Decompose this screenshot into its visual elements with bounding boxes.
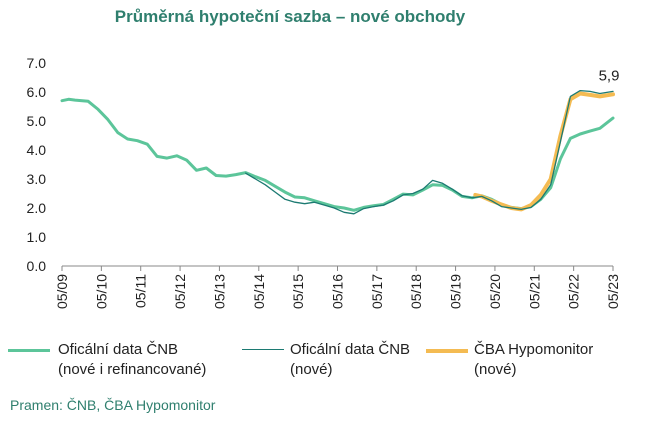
x-tick-labels: 05/09 05/10 05/11 05/12 05/13 05/14 05/15 05/16… — [54, 274, 621, 309]
y-tick-label: 0.0 — [27, 258, 47, 274]
chart-title: Průměrná hypoteční sazba – nové obchody — [114, 7, 466, 26]
last-value-annotation: 5,9 — [599, 67, 620, 84]
x-tick-label: 05/11 — [133, 274, 149, 308]
legend-swatch — [8, 349, 50, 352]
y-tick-label: 5.0 — [27, 113, 47, 129]
legend-label: (nové i refinancované) — [58, 361, 207, 378]
y-tick-label: 2.0 — [27, 200, 47, 216]
x-tick-label: 05/09 — [54, 274, 70, 309]
x-tick-label: 05/22 — [566, 274, 582, 309]
y-tick-label: 3.0 — [27, 171, 47, 187]
series-line-0 — [60, 97, 615, 212]
legend-label: (nové) — [474, 361, 517, 378]
x-tick-label: 05/10 — [93, 274, 109, 309]
legend-swatch — [426, 349, 468, 353]
series-line-2 — [473, 91, 615, 212]
y-tick-label: 6.0 — [27, 84, 47, 100]
x-tick-label: 05/20 — [487, 274, 503, 309]
x-tick-label: 05/12 — [172, 274, 188, 309]
legend-label: (nové) — [290, 361, 333, 378]
x-tick-label: 05/15 — [290, 274, 306, 309]
y-tick-label: 4.0 — [27, 142, 47, 158]
x-tick-label: 05/17 — [369, 274, 385, 309]
x-tick-label: 05/14 — [251, 274, 267, 309]
line-chart: 0.0 1.0 2.0 3.0 4.0 5.0 6.0 7.0 05/09 05/10 05/11… — [27, 55, 621, 309]
y-tick-label: 1.0 — [27, 229, 47, 245]
axes — [61, 265, 614, 271]
x-tick-label: 05/19 — [448, 274, 464, 309]
x-tick-label: 05/23 — [605, 274, 621, 309]
series-lines — [60, 89, 615, 215]
y-tick-label: 7.0 — [27, 55, 47, 71]
source-note: Pramen: ČNB, ČBA Hypomonitor — [10, 397, 216, 413]
y-tick-labels: 0.0 1.0 2.0 3.0 4.0 5.0 6.0 7.0 — [27, 55, 47, 274]
legend-label: ČBA Hypomonitor — [474, 341, 594, 358]
legend-label: Oficální data ČNB — [290, 341, 411, 358]
legend-label: Oficální data ČNB — [58, 341, 179, 358]
x-tick-label: 05/16 — [330, 274, 346, 309]
series-line-1 — [245, 89, 614, 215]
x-tick-label: 05/21 — [526, 274, 542, 309]
legend: Oficální data ČNB (nové i refinancované)… — [0, 340, 646, 390]
legend-swatch — [242, 349, 284, 350]
x-tick-label: 05/13 — [211, 274, 227, 309]
x-tick-label: 05/18 — [408, 274, 424, 309]
